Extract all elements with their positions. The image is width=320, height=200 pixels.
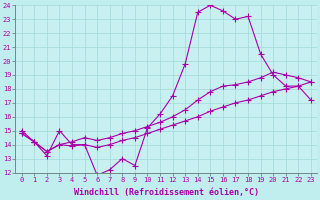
X-axis label: Windchill (Refroidissement éolien,°C): Windchill (Refroidissement éolien,°C): [74, 188, 259, 197]
